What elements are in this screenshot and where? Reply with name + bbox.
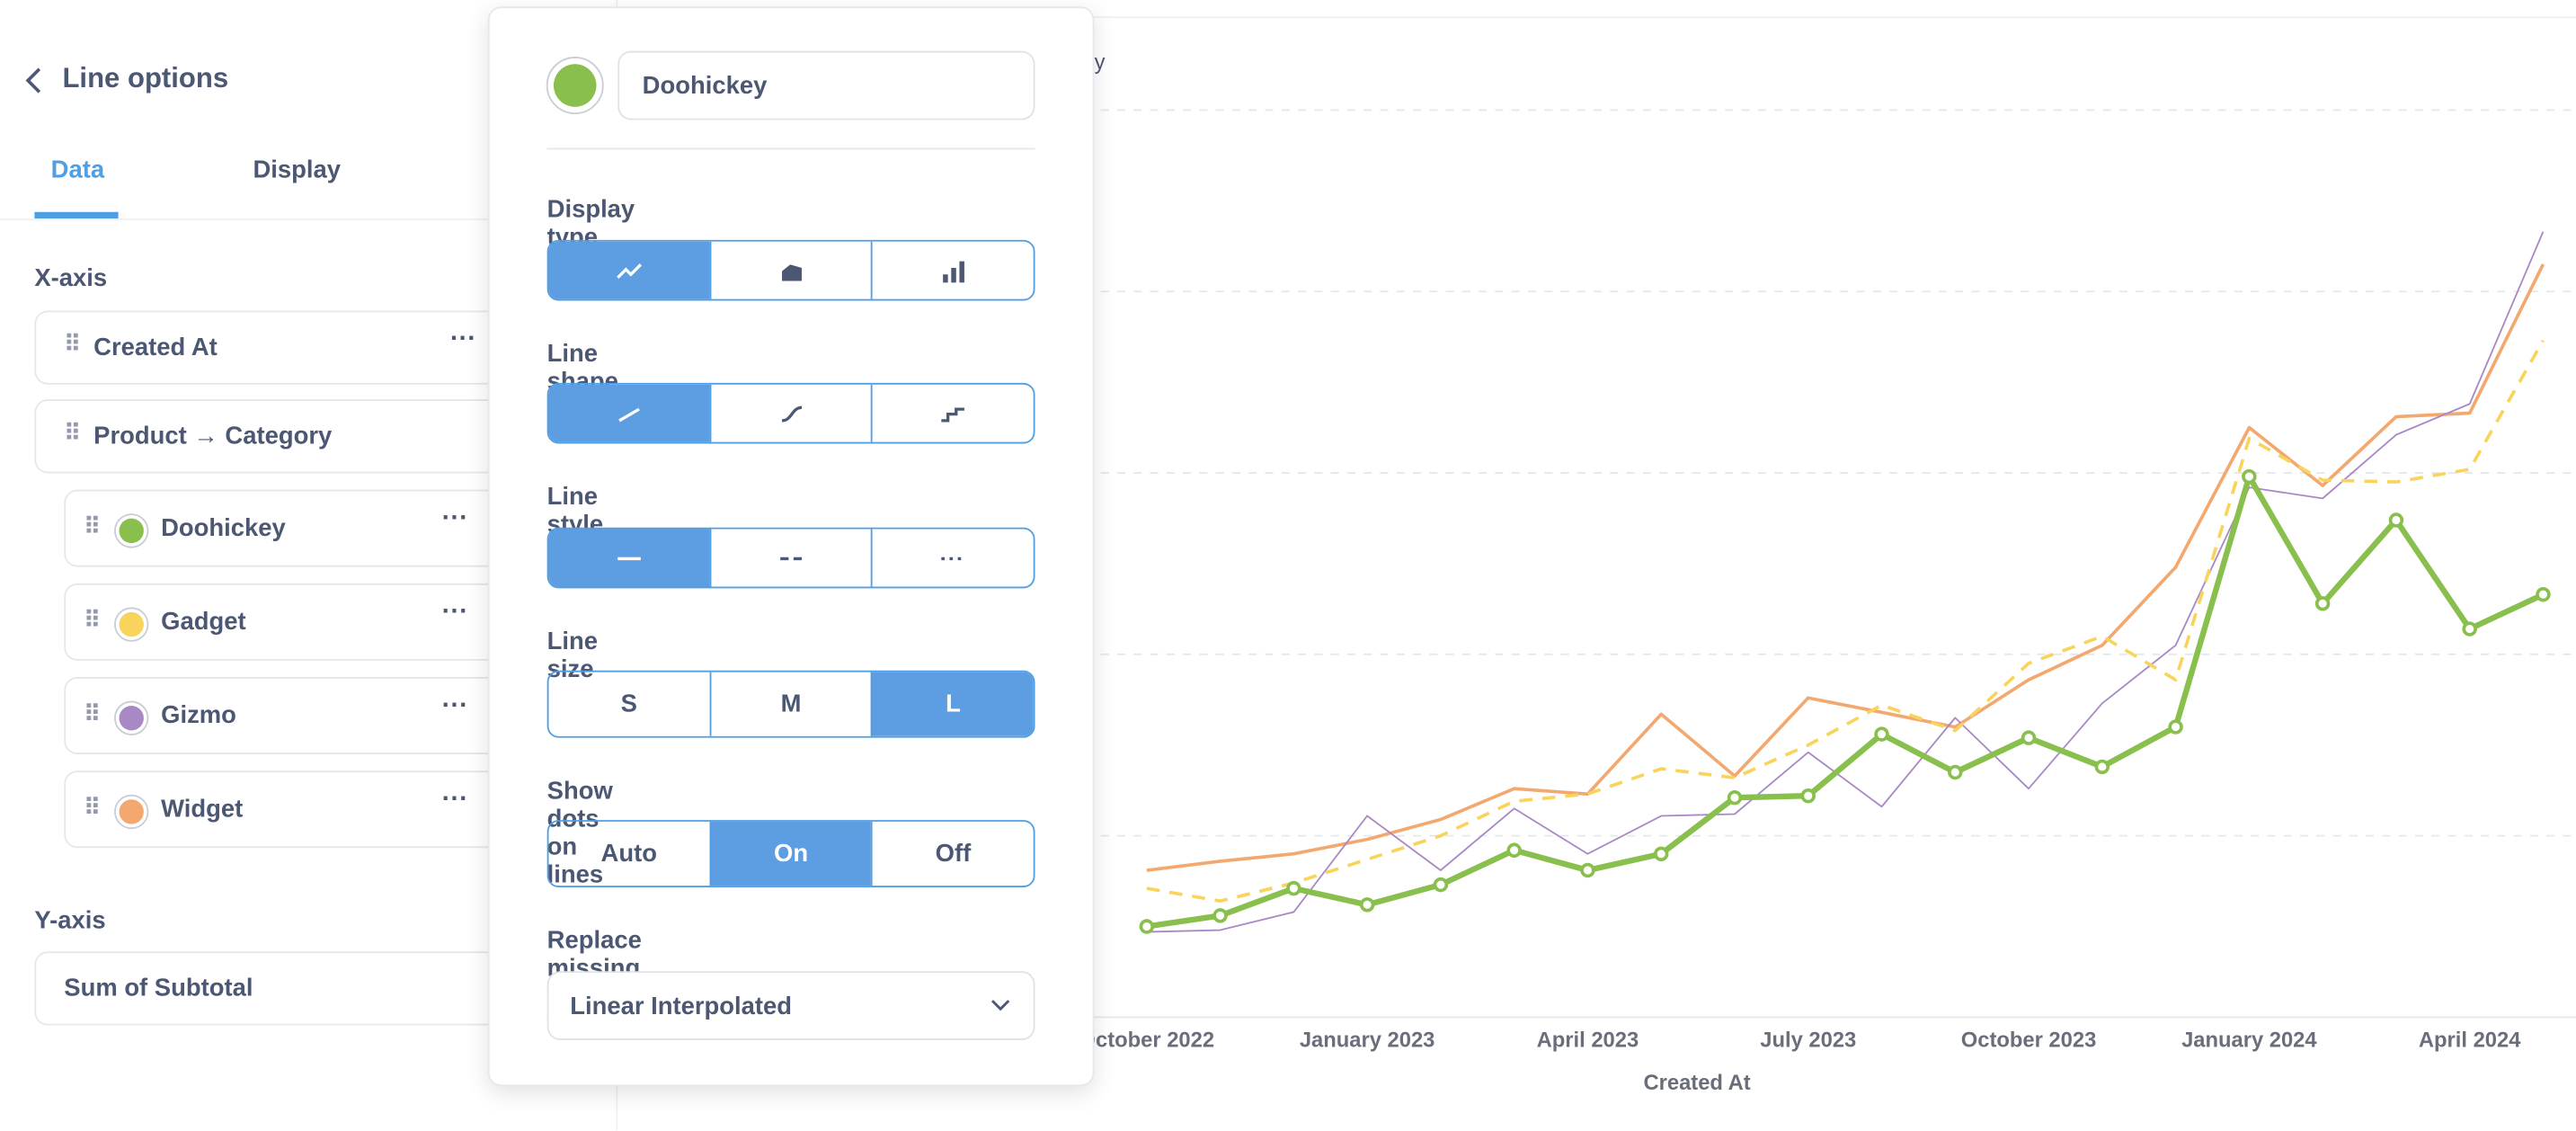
section-label: X-axis <box>34 264 108 293</box>
sidebar-title: Line options <box>62 62 229 94</box>
breakout-item[interactable]: ⠿ Widget ··· <box>64 770 528 849</box>
chevron <box>990 1000 1010 1011</box>
drag-handle: ⠿ <box>84 512 101 539</box>
more-button[interactable]: ··· <box>441 504 468 533</box>
segmented-control <box>546 239 1035 301</box>
x-tick-label: April 2024 <box>2419 1028 2521 1052</box>
segmented-control <box>546 382 1035 444</box>
series-line <box>1146 473 2545 930</box>
data-dot <box>1874 726 1889 742</box>
more-button[interactable]: ··· <box>441 598 468 627</box>
option[interactable]: S <box>620 690 637 718</box>
data-dot <box>2462 621 2477 637</box>
data-dot <box>1212 908 1228 923</box>
field-item[interactable]: Created At ⠿ ··· <box>34 310 528 385</box>
breakout-label: Doohickey <box>161 514 286 543</box>
drag-handle: ⠿ <box>64 419 82 446</box>
segmented-control <box>546 527 1035 589</box>
series-name-input[interactable]: Doohickey <box>617 50 1035 120</box>
breakout-label: Widget <box>161 795 244 824</box>
option[interactable]: Off <box>871 821 1033 886</box>
data-dot <box>2021 730 2037 745</box>
breakout-item[interactable]: ⠿ Gizmo ··· <box>64 677 528 754</box>
section-label: Y-axis <box>34 906 106 936</box>
data-dot <box>1727 790 1743 806</box>
data-dot <box>1948 764 1963 780</box>
field-label: Product → Category <box>93 422 333 450</box>
more-button[interactable]: ··· <box>441 691 468 720</box>
option[interactable]: Auto <box>600 840 657 868</box>
option-bar[interactable] <box>871 241 1033 299</box>
breakout-item[interactable]: ⠿ Doohickey ··· <box>64 489 528 567</box>
data-dot <box>2168 719 2183 735</box>
field-item[interactable]: Sum of Subtotal <box>34 951 528 1026</box>
more-button[interactable]: ··· <box>449 325 477 353</box>
tab[interactable]: Display <box>253 156 342 184</box>
color-dot <box>114 513 149 548</box>
more-button[interactable]: ··· <box>441 785 468 814</box>
x-tick-label: July 2023 <box>1760 1028 1856 1052</box>
data-dot <box>1433 877 1449 893</box>
breakout-item[interactable]: ⠿ Gadget ··· <box>64 583 528 661</box>
tab[interactable]: Data <box>50 156 105 184</box>
option-line[interactable] <box>548 241 710 299</box>
breakout-label: Gizmo <box>161 701 236 730</box>
drag-handle: ⠿ <box>84 699 101 726</box>
data-dot <box>1359 897 1375 913</box>
divider <box>546 147 1035 150</box>
color-picker[interactable] <box>544 54 606 116</box>
data-dot <box>2314 596 2331 611</box>
x-axis-title: Created At <box>1644 1071 1751 1095</box>
field-label: Created At <box>93 334 218 362</box>
option-curved[interactable] <box>709 384 871 442</box>
back-icon[interactable] <box>23 66 47 95</box>
sidebar: Line options Data Display X-axis Created… <box>0 0 617 1131</box>
drag-handle: ⠿ <box>84 793 101 821</box>
color-dot <box>114 700 149 735</box>
data-dot <box>1286 880 1301 896</box>
series-line <box>1146 263 2545 872</box>
data-dot <box>2094 759 2110 775</box>
tab-border <box>0 218 617 220</box>
input-value: Doohickey <box>642 72 768 101</box>
series-line <box>1146 231 2545 933</box>
option[interactable]: M <box>709 672 871 736</box>
x-tick-label: January 2024 <box>2181 1028 2317 1052</box>
option-area[interactable] <box>709 241 871 299</box>
data-dot <box>1506 842 1522 858</box>
segmented-control: Auto On Off <box>546 820 1035 888</box>
data-dot <box>1800 788 1816 804</box>
option[interactable]: On <box>709 821 872 886</box>
data-dot <box>1139 919 1155 934</box>
x-tick-label: October 2023 <box>1961 1028 2097 1052</box>
option[interactable]: L <box>871 672 1034 736</box>
breakout-label: Gadget <box>161 608 246 637</box>
drag-handle: ⠿ <box>64 330 82 357</box>
data-dot <box>1653 846 1669 862</box>
field-item[interactable]: Product → Category ⠿ <box>34 399 528 474</box>
option-dotted[interactable] <box>871 529 1033 587</box>
field-label: Sum of Subtotal <box>64 974 253 1002</box>
color-dot <box>114 794 149 830</box>
x-tick-label: October 2022 <box>1079 1028 1215 1052</box>
dropdown-value: Linear Interpolated <box>570 992 793 1021</box>
option-step[interactable] <box>871 384 1033 442</box>
option-straight[interactable] <box>548 384 710 442</box>
data-dot <box>2536 587 2551 602</box>
x-tick-label: April 2023 <box>1537 1028 1639 1052</box>
data-dot <box>2388 512 2404 528</box>
segmented-control: S M L <box>546 670 1035 738</box>
data-dot <box>2242 468 2257 485</box>
dropdown[interactable]: Linear Interpolated <box>546 971 1035 1040</box>
option-dashed[interactable] <box>709 529 871 587</box>
data-dot <box>1580 862 1595 878</box>
x-tick-label: January 2023 <box>1300 1028 1435 1052</box>
drag-handle: ⠿ <box>84 606 101 633</box>
color-dot <box>114 607 149 642</box>
tab-underline <box>34 211 119 219</box>
series-line <box>1146 339 2545 904</box>
option-solid[interactable] <box>548 529 710 587</box>
